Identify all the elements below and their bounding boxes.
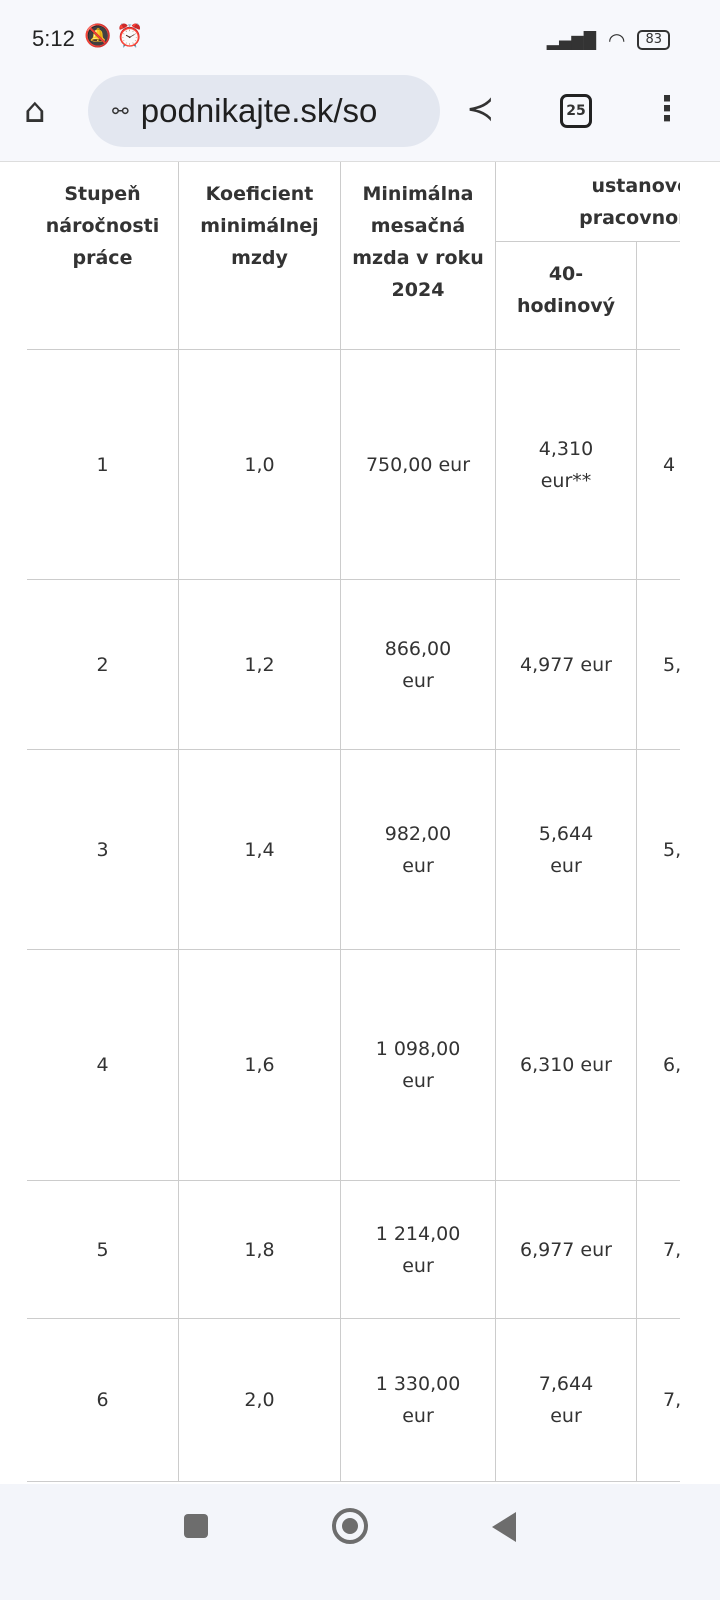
table-cell: 1,2 (179, 580, 341, 750)
table-cell: 5, (637, 580, 680, 750)
subheader: 3 hc (637, 242, 680, 350)
table-cell: 1 (27, 350, 179, 580)
table-cell: 3 (27, 750, 179, 950)
column-group-header: ustanoven pracovnom č (496, 162, 680, 242)
clock: 5:12 (32, 26, 75, 51)
site-settings-icon[interactable]: ⚯ (112, 99, 129, 123)
home-button[interactable] (332, 1508, 368, 1544)
bell-off-icon: 🔕 (84, 24, 112, 49)
table-cell-text: 982,00 eur (384, 822, 452, 877)
table-cell-text: 1 (96, 453, 109, 476)
tab-switcher-button[interactable]: 25 (560, 94, 592, 128)
subheader-text: 40- hodinový (516, 263, 616, 317)
share-icon[interactable]: ≺ (466, 89, 495, 129)
table-cell-text: 7,644 eur (538, 1373, 594, 1427)
table-cell: 1 214,00 eur (341, 1181, 496, 1319)
table-cell: 750,00 eur (341, 350, 496, 580)
wifi-icon: ◠ (608, 28, 626, 52)
table-cell: 4 (27, 950, 179, 1181)
table-cell: 7, (637, 1319, 680, 1482)
table-cell: 1,4 (179, 750, 341, 950)
table-cell: 1,0 (179, 350, 341, 580)
table-cell-text: 1 330,00 eur (375, 1373, 461, 1427)
table-cell-text: 6,977 eur (520, 1238, 612, 1261)
table-cell: 7,644 eur (496, 1319, 637, 1482)
browser-toolbar: ⌂ ⚯ podnikajte.sk/so ≺ 25 ⋮ (0, 75, 720, 162)
table-cell: 4,977 eur (496, 580, 637, 750)
table-cell: 1 330,00 eur (341, 1319, 496, 1482)
recents-button[interactable] (184, 1514, 208, 1538)
column-header-text: Minimálna mesačná mzda v roku 2024 (352, 183, 484, 301)
table-cell-text: 4 (663, 453, 676, 476)
table-cell-text: 1,6 (244, 1054, 275, 1076)
table-cell-text: 1 098,00 eur (375, 1038, 461, 1092)
url-text: podnikajte.sk/so (140, 92, 378, 129)
table-cell: 2 (27, 580, 179, 750)
back-button[interactable] (492, 1512, 516, 1542)
table-cell-text: 7, (663, 1238, 680, 1261)
table-cell: 7, (637, 1181, 680, 1319)
table-cell-text: 3 (96, 838, 109, 861)
home-icon[interactable]: ⌂ (24, 91, 46, 131)
table-cell-text: 2 (96, 653, 109, 676)
subheader: 40- hodinový (496, 242, 637, 350)
table-cell: 1,8 (179, 1181, 341, 1319)
table-cell-text: 4 (96, 1054, 109, 1076)
table-cell-text: 1,0 (244, 453, 275, 476)
system-nav-bar (0, 1484, 720, 1600)
table-cell-text: 866,00 eur (384, 637, 452, 692)
table-cell: 5, (637, 750, 680, 950)
alarm-icon: ⏰ (116, 24, 144, 49)
table-cell-text: 6, (663, 1054, 680, 1076)
column-header-text: Stupeň náročnosti práce (45, 183, 160, 269)
column-group-header-text: ustanoven pracovnom č (579, 174, 680, 229)
battery-icon: 83 (637, 30, 670, 50)
table-cell-text: 4,310 eur** (538, 437, 594, 492)
table-cell: 982,00 eur (341, 750, 496, 950)
more-menu-icon[interactable]: ⋮ (650, 89, 684, 129)
table-cell: 5 (27, 1181, 179, 1319)
table-cell-text: 2,0 (244, 1389, 275, 1411)
status-bar: 5:12 🔕 ⏰ ▂▄▆█ ◠ 83 (0, 0, 720, 75)
table-cell: 2,0 (179, 1319, 341, 1482)
column-header-text: Koeficient minimálnej mzdy (200, 183, 319, 269)
table-cell: 866,00 eur (341, 580, 496, 750)
table-cell-text: 5, (663, 838, 680, 861)
signal-icon: ▂▄▆█ (546, 30, 596, 50)
table-cell: 6 (27, 1319, 179, 1482)
table-cell-text: 5 (96, 1238, 109, 1261)
table-cell: 1 098,00 eur (341, 950, 496, 1181)
table-cell: 6, (637, 950, 680, 1181)
table-cell-text: 6,310 eur (520, 1054, 612, 1076)
table-cell-text: 4,977 eur (520, 653, 612, 676)
column-header: Minimálna mesačná mzda v roku 2024 (341, 162, 496, 350)
table-cell-text: 5,644 eur (538, 822, 594, 877)
table-cell: 5,644 eur (496, 750, 637, 950)
wage-table: Stupeň náročnosti práce Koeficient minimá… (0, 162, 680, 1484)
table-cell-text: 7, (663, 1389, 680, 1411)
table-cell: 1,6 (179, 950, 341, 1181)
url-bar[interactable]: ⚯ podnikajte.sk/so (88, 75, 440, 147)
column-header: Koeficient minimálnej mzdy (179, 162, 341, 350)
column-header: Stupeň náročnosti práce (27, 162, 179, 350)
table-cell-text: 750,00 eur (365, 453, 471, 476)
table-cell-text: 1,2 (244, 653, 275, 676)
table-cell-text: 5, (663, 653, 680, 676)
table-cell: 6,977 eur (496, 1181, 637, 1319)
table-cell: 4 (637, 350, 680, 580)
table-cell-text: 1,8 (244, 1238, 275, 1261)
table-cell-text: 1,4 (244, 838, 275, 861)
table-cell-text: 1 214,00 eur (375, 1222, 461, 1277)
table-cell: 4,310 eur** (496, 350, 637, 580)
table-cell: 6,310 eur (496, 950, 637, 1181)
table-cell-text: 6 (96, 1389, 109, 1411)
